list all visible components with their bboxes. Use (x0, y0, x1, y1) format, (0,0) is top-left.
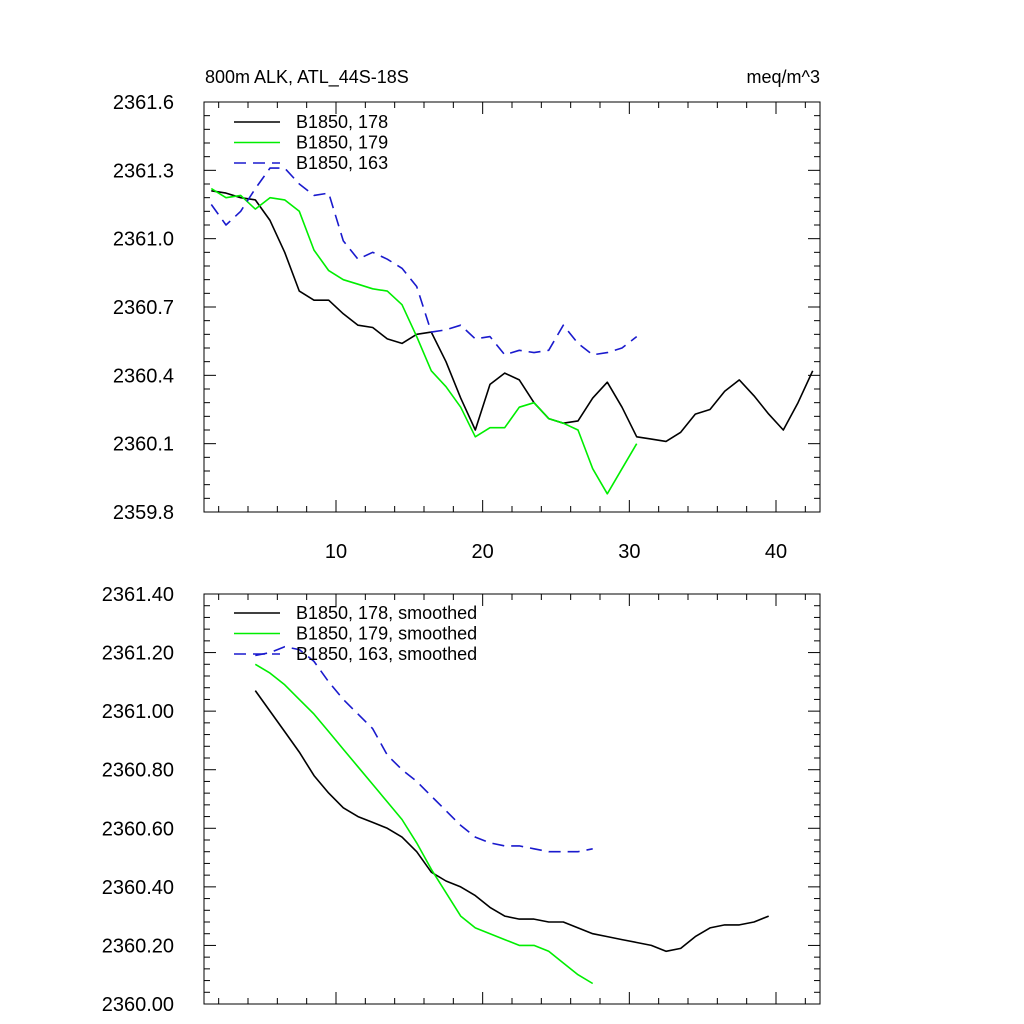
series-line-2 (210, 187, 638, 495)
legend-label-2: B1850, 179 (296, 133, 388, 153)
x-tick-label: 20 (472, 541, 494, 563)
legend-label-1: B1850, 178 (296, 112, 388, 132)
series-line-3 (210, 167, 638, 356)
y-tick-label: 2359.8 (113, 502, 174, 524)
series-line-1 (211, 190, 814, 443)
y-tick-label: 2361.6 (113, 92, 174, 114)
y-tick-label: 2360.1 (113, 434, 174, 456)
legend-label-1: B1850, 178, smoothed (296, 603, 477, 623)
x-tick-label: 40 (765, 541, 787, 563)
y-tick-label: 2360.80 (102, 760, 174, 782)
legend-label-2: B1850, 179, smoothed (296, 624, 477, 644)
y-tick-label: 2361.20 (102, 643, 174, 665)
y-tick-label: 2360.60 (102, 818, 174, 840)
series-line-1 (254, 690, 769, 953)
series-line-2 (254, 663, 594, 985)
y-tick-label: 2361.3 (113, 160, 174, 182)
y-tick-label: 2361.40 (102, 584, 174, 606)
y-tick-label: 2360.7 (113, 297, 174, 319)
series-line-3 (255, 645, 593, 853)
top-panel-title: 800m ALK, ATL_44S-18S (205, 67, 409, 88)
y-tick-label: 2361.0 (113, 229, 174, 251)
x-tick-label: 10 (325, 541, 347, 563)
y-tick-label: 2360.4 (113, 365, 174, 387)
legend-label-3: B1850, 163, smoothed (296, 644, 477, 664)
y-tick-label: 2360.40 (102, 877, 174, 899)
bottom-panel: 2360.00 2360.20 2360.40 2360.60 2360.80 2361.… (102, 584, 821, 1016)
y-tick-label: 2361.00 (102, 701, 174, 723)
x-tick-label: 30 (618, 541, 640, 563)
top-panel: 800m ALK, ATL_44S-18S meq/m^3 2359.8 2360… (113, 67, 821, 563)
top-panel-units: meq/m^3 (747, 67, 820, 87)
y-tick-label: 2360.00 (102, 994, 174, 1016)
legend-label-3: B1850, 163 (296, 153, 388, 173)
y-tick-label: 2360.20 (102, 935, 174, 957)
